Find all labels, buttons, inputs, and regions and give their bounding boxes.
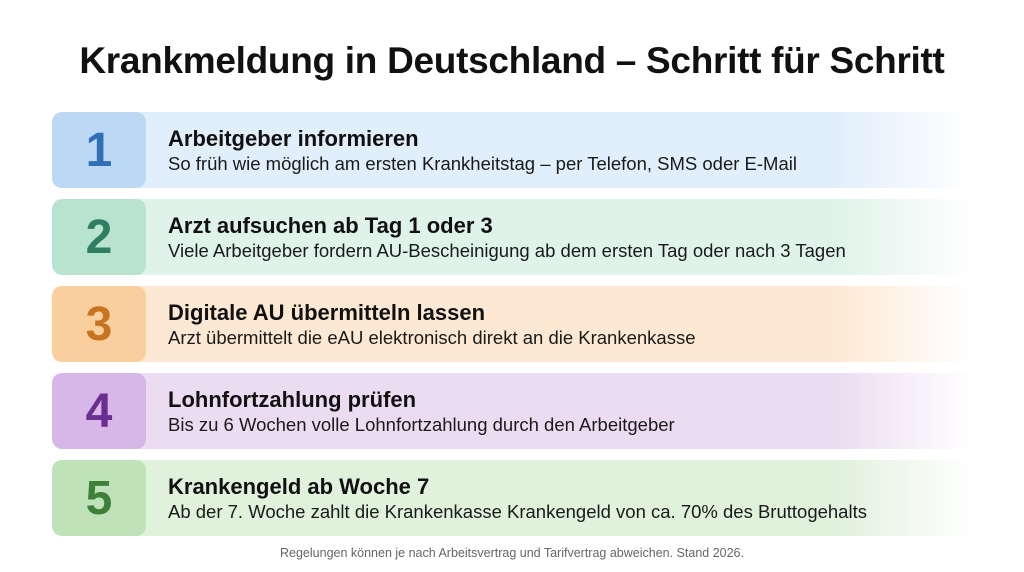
step-card-2: 2 Arzt aufsuchen ab Tag 1 oder 3 Viele Ar… [52, 199, 972, 275]
step-number: 5 [52, 460, 146, 536]
step-description: Viele Arbeitgeber fordern AU-Bescheinigu… [168, 239, 846, 261]
step-card-1: 1 Arbeitgeber informieren So früh wie mög… [52, 112, 972, 188]
step-title: Lohnfortzahlung prüfen [168, 386, 417, 412]
step-card-3: 3 Digitale AU übermitteln lassen Arzt übe… [52, 286, 972, 362]
step-number: 2 [52, 199, 146, 275]
step-title: Digitale AU übermitteln lassen [168, 299, 486, 325]
step-description: So früh wie möglich am ersten Krankheits… [168, 152, 797, 174]
step-title: Arzt aufsuchen ab Tag 1 oder 3 [168, 212, 493, 238]
step-title: Krankengeld ab Woche 7 [168, 473, 430, 499]
step-description: Ab der 7. Woche zahlt die Krankenkasse K… [168, 500, 867, 522]
step-card-5: 5 Krankengeld ab Woche 7 Ab der 7. Woche … [52, 460, 972, 536]
step-title: Arbeitgeber informieren [168, 125, 419, 151]
page-title: Krankmeldung in Deutschland – Schritt fü… [79, 40, 945, 81]
step-number: 4 [52, 373, 146, 449]
step-number: 3 [52, 286, 146, 362]
step-card-4: 4 Lohnfortzahlung prüfen Bis zu 6 Wochen … [52, 373, 972, 449]
footer-note: Regelungen können je nach Arbeitsvertrag… [280, 546, 744, 560]
step-description: Arzt übermittelt die eAU elektronisch di… [168, 326, 696, 348]
step-description: Bis zu 6 Wochen volle Lohnfortzahlung du… [168, 413, 675, 435]
step-number: 1 [52, 112, 146, 188]
